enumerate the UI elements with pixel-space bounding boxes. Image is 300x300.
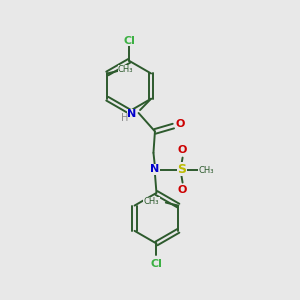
Text: CH₃: CH₃ <box>118 65 134 74</box>
Text: O: O <box>175 119 184 129</box>
Text: Cl: Cl <box>151 259 162 269</box>
Text: Cl: Cl <box>123 36 135 46</box>
Text: CH₃: CH₃ <box>198 166 214 175</box>
Text: H: H <box>121 113 128 123</box>
Text: N: N <box>128 110 137 119</box>
Text: N: N <box>150 164 160 175</box>
Text: O: O <box>178 146 187 155</box>
Text: CH₃: CH₃ <box>144 197 159 206</box>
Text: S: S <box>177 163 186 176</box>
Text: O: O <box>178 185 187 195</box>
